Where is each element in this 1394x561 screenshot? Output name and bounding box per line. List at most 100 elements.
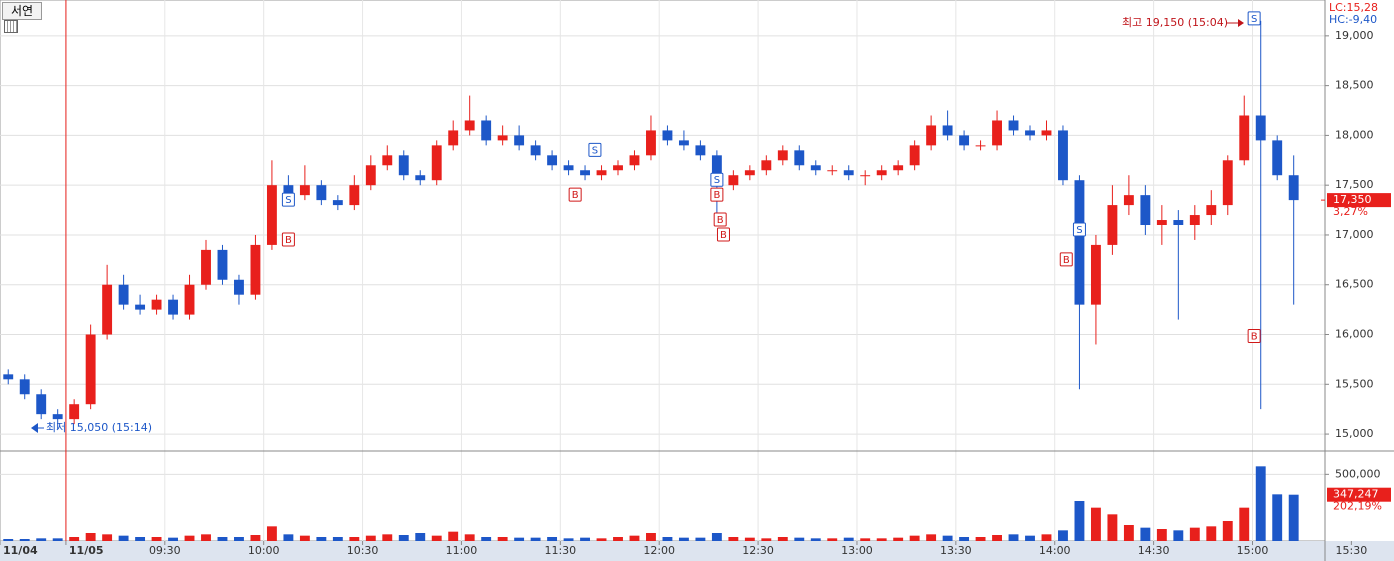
y-tick-label: 17,500 (1335, 178, 1374, 191)
last-price-label: 17,350 (1333, 193, 1372, 206)
candle-body (168, 299, 178, 315)
candle-body (448, 130, 459, 146)
volume-bar (151, 537, 162, 541)
x-tick-label: 15:30 (1336, 544, 1368, 557)
volume-bar (1222, 521, 1233, 541)
volume-bar (1156, 529, 1167, 541)
signal-marker (281, 192, 295, 207)
volume-bar (217, 537, 228, 541)
candle-body (728, 175, 739, 186)
volume-bar (201, 534, 211, 541)
candle-body (1041, 130, 1052, 136)
volume-bar (959, 537, 970, 541)
candle-body (761, 160, 772, 171)
candle-body (530, 145, 541, 156)
candle-body (118, 284, 129, 305)
candle-body (349, 185, 360, 206)
signal-label: B (717, 215, 724, 226)
candle-body (398, 155, 409, 176)
volume-bar (893, 537, 904, 541)
signal-marker (568, 187, 582, 202)
y-tick-label: 18,000 (1335, 128, 1374, 141)
candle-body (909, 145, 920, 166)
volume-bar (184, 535, 195, 541)
volume-bar (596, 538, 607, 541)
candle-body (1123, 195, 1134, 206)
volume-bar (1173, 530, 1184, 541)
candle-body (711, 155, 722, 186)
candle-body (497, 135, 508, 141)
x-tick-label: 10:00 (248, 544, 280, 557)
volume-bar (580, 537, 590, 541)
volume-bar (398, 535, 409, 541)
volume-bar (695, 537, 706, 541)
signal-label: S (714, 175, 720, 186)
x-tick-label: 13:30 (940, 544, 972, 557)
candle-body (69, 404, 80, 420)
candle-body (860, 175, 871, 177)
time-axis-bar (0, 541, 1394, 561)
candle-body (662, 130, 673, 141)
change-label: 3,27% (1333, 205, 1368, 218)
high-annotation: 최고 19,150 (15:04) (1122, 16, 1228, 29)
sort-button[interactable]: 서연 (2, 2, 42, 20)
candle-body (1058, 130, 1068, 181)
volume-bar (415, 533, 426, 541)
candle-body (1206, 205, 1217, 216)
volume-bar (1107, 514, 1118, 541)
candle-body (992, 120, 1002, 146)
signal-label: B (572, 190, 579, 201)
volume-bar (1025, 535, 1035, 541)
volume-bar (662, 537, 673, 541)
candle-body (135, 304, 146, 310)
volume-bar (761, 538, 772, 541)
low-arrowhead (31, 423, 38, 433)
candle-body (1239, 115, 1250, 161)
candle-body (19, 379, 30, 395)
volume-bar (613, 537, 623, 541)
volume-bar (332, 537, 343, 541)
candle-body (184, 284, 195, 315)
signal-label: S (285, 195, 291, 206)
volume-bar (777, 537, 788, 541)
plot-frame (0, 0, 1326, 542)
y-tick-label: 19,000 (1335, 29, 1374, 42)
volume-bar (85, 533, 96, 541)
volume-bar (19, 539, 30, 541)
volume-bar (1189, 527, 1200, 541)
candle-body (365, 165, 376, 186)
candle-body (893, 165, 904, 171)
signal-marker (1059, 252, 1073, 267)
grid-icon[interactable] (4, 20, 18, 33)
x-tick-label: 12:00 (643, 544, 675, 557)
volume-bar (876, 538, 887, 541)
candle-body (299, 185, 310, 196)
x-tick-label: 10:30 (347, 544, 379, 557)
candle-body (283, 185, 294, 196)
candle-body (1189, 215, 1200, 226)
volume-bar (711, 533, 722, 541)
volume-bar (1090, 507, 1101, 541)
volume-bar (36, 538, 47, 541)
volume-bar (283, 534, 294, 541)
signal-label: S (1076, 225, 1082, 236)
volume-bar (843, 537, 854, 541)
lc-indicator: LC:15,28 (1329, 1, 1378, 14)
candle-body (695, 145, 706, 156)
volume-bar (1206, 526, 1217, 541)
y-tick-label: 17,000 (1335, 228, 1374, 241)
volume-bar (135, 537, 146, 541)
last-volume-box (1327, 487, 1391, 502)
candle-body (843, 170, 854, 176)
signal-label: B (1251, 332, 1258, 343)
signal-marker (710, 172, 724, 187)
volume-bar (3, 539, 14, 541)
volume-bar (514, 537, 525, 541)
x-tick-label: 11:00 (446, 544, 478, 557)
signal-marker (1072, 222, 1086, 237)
low-annotation: 최저 15,050 (15:14) (46, 421, 152, 434)
candle-body (151, 299, 162, 310)
high-arrowhead (1238, 19, 1244, 27)
